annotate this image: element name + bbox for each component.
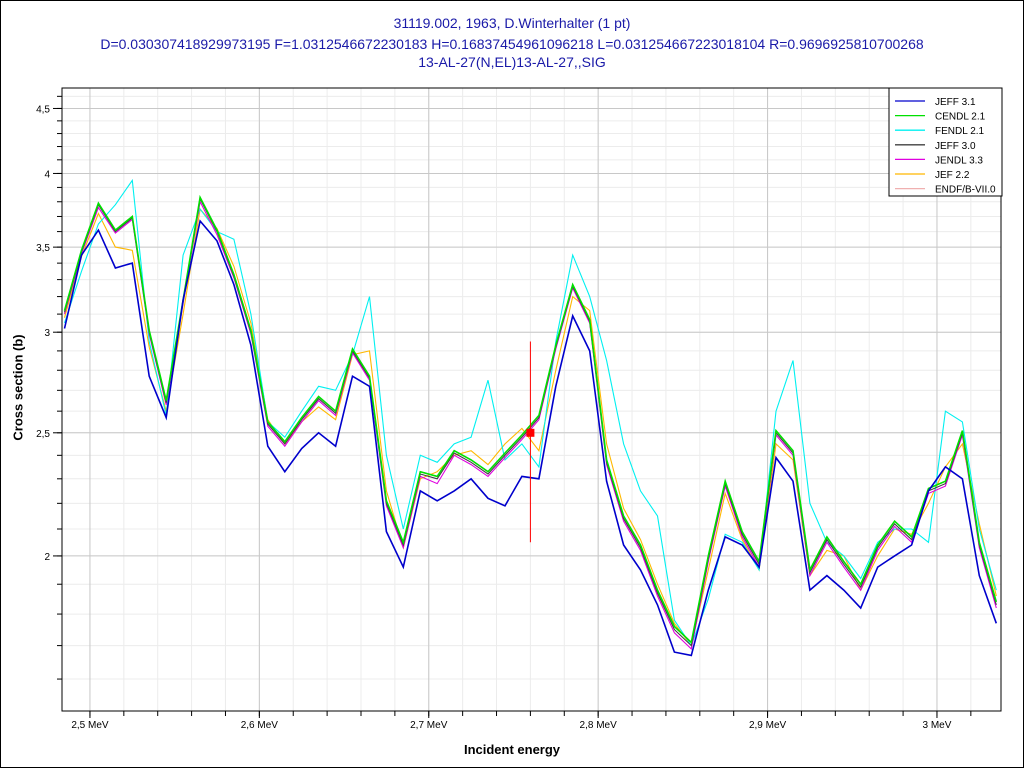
data-point: [526, 428, 535, 437]
legend-label: CENDL 2.1: [935, 112, 986, 123]
legend-label: JENDL 3.3: [935, 155, 983, 166]
x-axis-label: Incident energy: [463, 742, 561, 757]
y-tick-label: 3,5: [36, 243, 50, 254]
x-tick-label: 2,8 MeV: [580, 720, 618, 731]
y-tick-label: 4: [44, 169, 50, 180]
legend-label: JEFF 3.0: [935, 141, 976, 152]
y-tick-label: 2,5: [36, 429, 50, 440]
legend-label: JEFF 3.1: [935, 97, 976, 108]
y-tick-label: 2: [44, 552, 50, 563]
x-tick-label: 2,7 MeV: [410, 720, 448, 731]
y-tick-label: 4,5: [36, 104, 50, 115]
legend-label: FENDL 2.1: [935, 126, 985, 137]
y-tick-label: 3: [44, 328, 50, 339]
x-tick-label: 2,5 MeV: [71, 720, 109, 731]
x-tick-label: 3 MeV: [923, 720, 952, 731]
chart-parameters: D=0.030307418929973195 F=1.0312546672230…: [100, 36, 924, 52]
legend-label: JEF 2.2: [935, 170, 970, 181]
x-tick-label: 2,9 MeV: [749, 720, 787, 731]
x-tick-label: 2,6 MeV: [241, 720, 279, 731]
legend-box: [888, 87, 1003, 197]
chart-reaction: 13-AL-27(N,EL)13-AL-27,,SIG: [418, 54, 606, 70]
axes-box: [61, 87, 1002, 712]
legend-label: ENDF/B-VII.0: [935, 185, 996, 196]
chart-title: 31119.002, 1963, D.Winterhalter (1 pt): [393, 15, 631, 31]
